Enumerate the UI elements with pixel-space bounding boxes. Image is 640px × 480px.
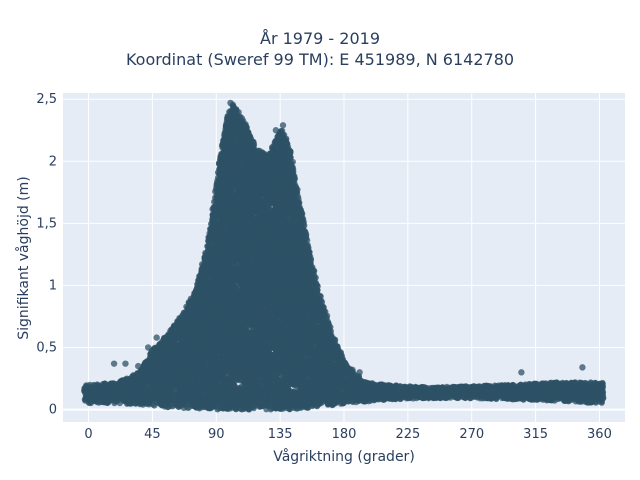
data-points: [81, 99, 607, 413]
chart-title: År 1979 - 2019: [260, 29, 380, 48]
chart-subtitle: Koordinat (Sweref 99 TM): E 451989, N 61…: [125, 50, 515, 69]
